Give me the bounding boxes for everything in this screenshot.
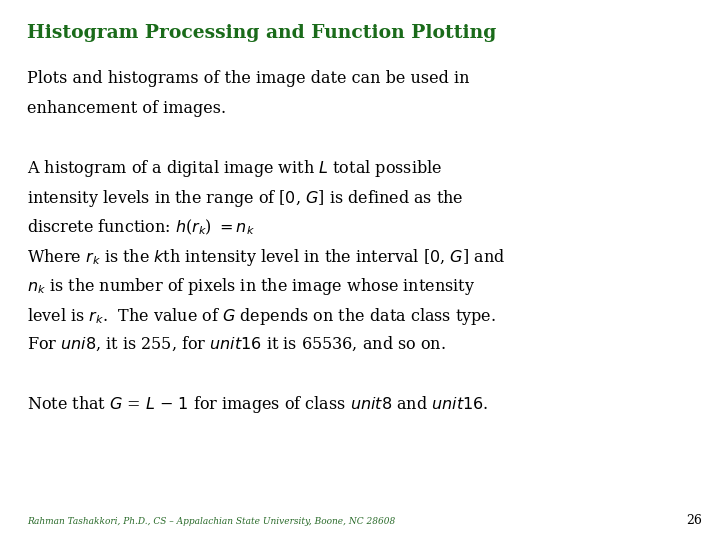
Text: Rahman Tashakkori, Ph.D., CS – Appalachian State University, Boone, NC 28608: Rahman Tashakkori, Ph.D., CS – Appalachi… [27,517,395,526]
Text: discrete function: $\mathit{h}$($\mathit{r}_k$) $= \mathit{n}_k$: discrete function: $\mathit{h}$($\mathit… [27,217,256,237]
Text: enhancement of images.: enhancement of images. [27,99,227,117]
Text: $\mathit{n}_k$ is the number of pixels in the image whose intensity: $\mathit{n}_k$ is the number of pixels i… [27,276,475,297]
Text: Where $\mathit{r}_k$ is the $\mathit{k}$th intensity level in the interval [$\ma: Where $\mathit{r}_k$ is the $\mathit{k}$… [27,247,505,268]
Text: For $\mathit{uni8}$, it is 255, for $\mathit{unit16}$ it is 65536, and so on.: For $\mathit{uni8}$, it is 255, for $\ma… [27,335,446,353]
Text: intensity levels in the range of [$\mathit{0}$, $\mathit{G}$] is defined as the: intensity levels in the range of [$\math… [27,188,464,209]
Text: Plots and histograms of the image date can be used in: Plots and histograms of the image date c… [27,70,470,87]
Text: level is $\mathit{r}_k$.  The value of $\mathit{G}$ depends on the data class ty: level is $\mathit{r}_k$. The value of $\… [27,306,496,327]
Text: Histogram Processing and Function Plotting: Histogram Processing and Function Plotti… [27,24,497,42]
Text: 26: 26 [686,514,702,526]
Text: Note that $\mathit{G}$ = $\mathit{L}$ $-$ $\mathit{1}$ for images of class $\mat: Note that $\mathit{G}$ = $\mathit{L}$ $-… [27,394,489,415]
Text: A histogram of a digital image with $\mathit{L}$ total possible: A histogram of a digital image with $\ma… [27,159,443,179]
